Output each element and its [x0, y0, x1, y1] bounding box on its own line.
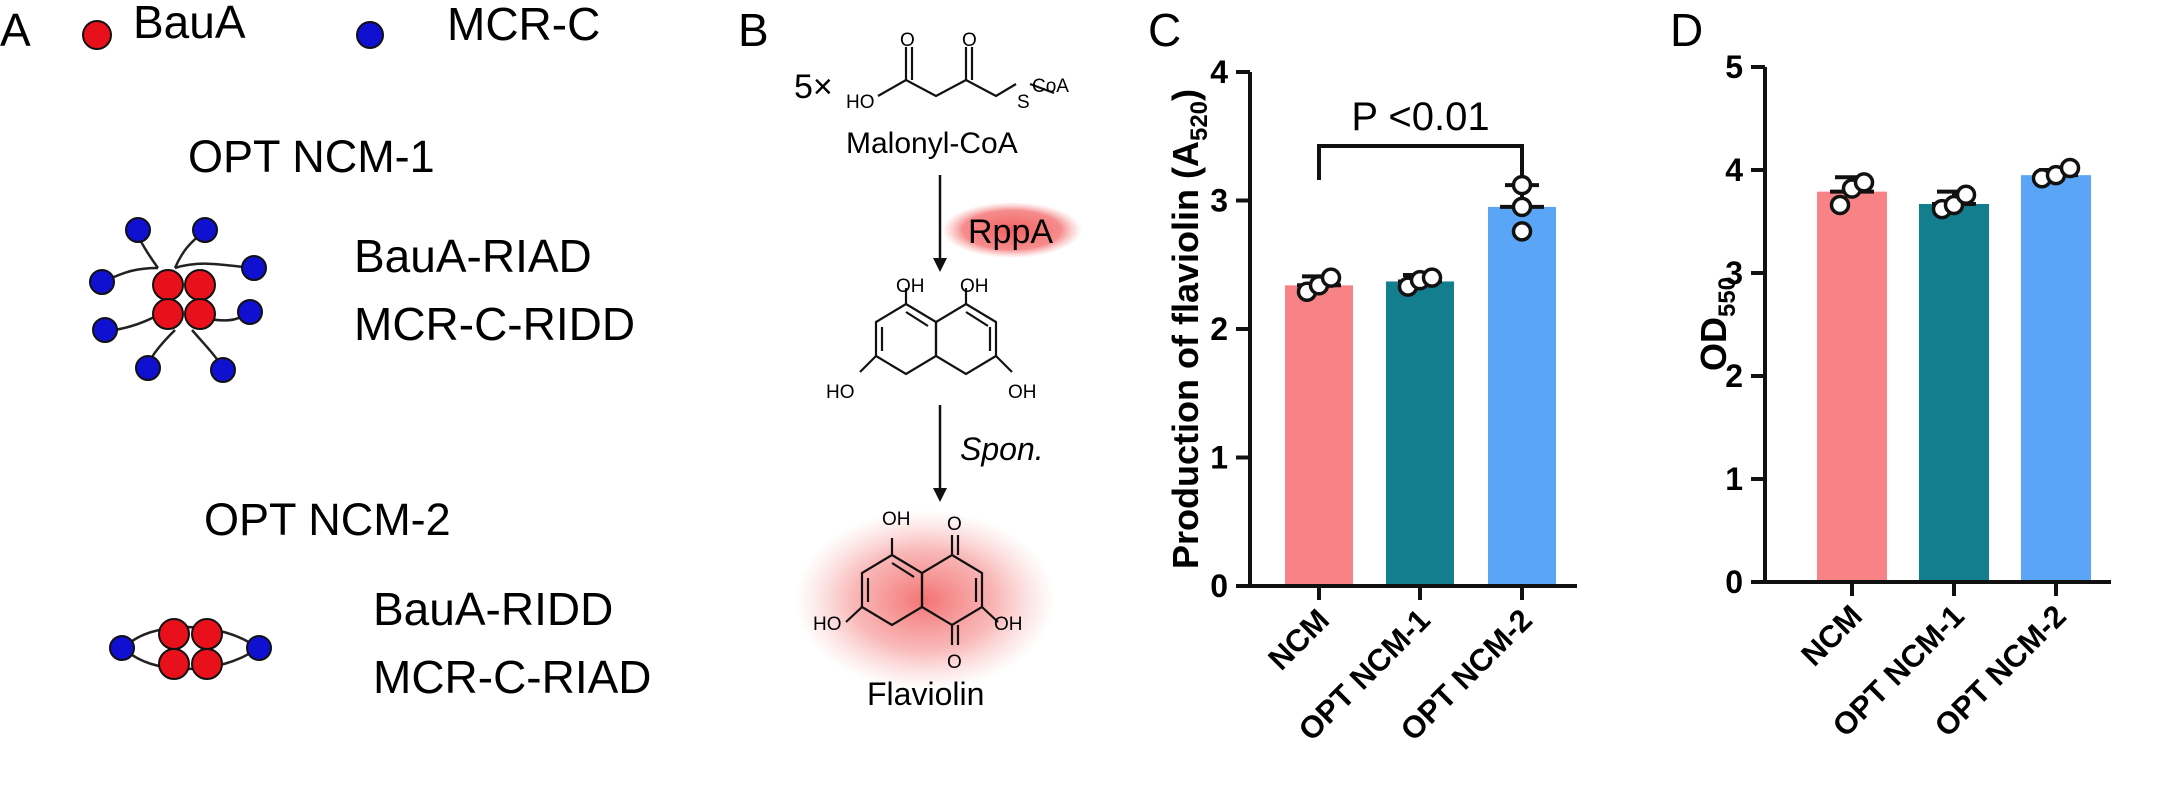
flaviolin-structure: [845, 535, 999, 645]
assembly-1-diagram: [103, 229, 252, 369]
atom-oh-4: OH: [882, 509, 911, 530]
spontaneous-label: Spon.: [960, 431, 1044, 467]
panel-a-letter: A: [0, 4, 31, 56]
legend-label-baua: BauA: [133, 0, 246, 48]
chart-c-ytick-label-2: 2: [1210, 311, 1228, 347]
panel-a: A BauA MCR-C OPT NCM-1 BauA-RIAD MCR-C-R…: [0, 0, 652, 703]
assembly-2-diagram: [109, 618, 272, 680]
chart-c-ytick-label-3: 3: [1210, 183, 1228, 219]
atom-ho-1: HO: [846, 92, 875, 113]
substrate-label: Malonyl-CoA: [846, 127, 1018, 160]
atom-ho-3: HO: [813, 614, 842, 635]
atom-o-1: O: [900, 30, 915, 51]
malonyl-coa-structure: [877, 47, 1055, 98]
panel-b: B 5× HO O O S CoA Malonyl-CoA RppA: [738, 4, 1082, 712]
chart-c-bar-2: [1488, 206, 1556, 587]
chart-d-ylabel: OD550: [1693, 277, 1741, 371]
chart-c-significance-label: P <0.01: [1351, 95, 1489, 139]
chart-c-point-1-2: [1421, 267, 1443, 288]
enzyme-label: RppA: [968, 213, 1053, 251]
panel-c-letter: C: [1148, 4, 1181, 56]
chart-d-point-1-2: [1955, 184, 1977, 205]
chart-c-ytick-label-4: 4: [1210, 54, 1228, 90]
atom-coa: CoA: [1032, 76, 1069, 97]
assembly-1-mcrc-nodes: [89, 217, 267, 383]
panel-d-letter: D: [1670, 4, 1703, 56]
atom-oh-5: OH: [994, 614, 1023, 635]
atom-o-2: O: [962, 30, 977, 51]
tetrahydroxynaphthalene-structure: [859, 288, 1013, 376]
chart-c-point-2-2: [1511, 174, 1533, 196]
substrate-multiplier: 5×: [794, 68, 833, 106]
chart-d-ytick-label-4: 4: [1725, 152, 1743, 188]
chart-c-point-2-0: [1511, 221, 1533, 242]
chart-d-ytick-label-3: 3: [1725, 255, 1743, 291]
reaction-arrow-2: [933, 405, 947, 502]
chart-d-ytick-label-2: 2: [1725, 358, 1743, 394]
assembly-2-line1: BauA-RIDD: [373, 583, 613, 635]
chart-d-point-2-2: [2059, 157, 2081, 179]
atom-ho-2: HO: [826, 382, 855, 403]
panel-b-letter: B: [738, 4, 769, 56]
chart-d-ytick-label-1: 1: [1725, 461, 1743, 497]
legend-marker-baua: [82, 20, 112, 50]
product-label: Flaviolin: [867, 676, 984, 712]
atom-o-3: O: [947, 514, 962, 535]
chart-d-point-0-2: [1853, 172, 1875, 193]
atom-o-4: O: [947, 652, 962, 673]
chart-d-xtick-label-0: NCM: [1794, 598, 1869, 673]
chart-d-bar-0: [1817, 191, 1887, 582]
atom-oh-3: OH: [1008, 382, 1037, 403]
chart-c-point-2-1: [1511, 196, 1533, 218]
assembly-1-baua-nodes: [152, 269, 216, 330]
assembly-2-line2: MCR-C-RIAD: [373, 651, 652, 703]
chart-c-xtick-label-0: NCM: [1261, 602, 1336, 677]
assembly-1-line2: MCR-C-RIDD: [354, 298, 635, 350]
chart-d-ytick-label-5: 5: [1725, 49, 1743, 85]
chart-d-bar-1: [1919, 203, 1989, 583]
product-highlight: [795, 510, 1055, 690]
chart-c-bar-0: [1285, 285, 1353, 586]
chart-c-ytick-label-0: 0: [1210, 568, 1228, 604]
chart-d-point-0-0: [1829, 194, 1851, 216]
legend-label-mcrc: MCR-C: [447, 0, 600, 50]
chart-c-ylabel: Production of flaviolin (A520): [1165, 89, 1213, 569]
chart-c-ytick-label-1: 1: [1210, 440, 1228, 476]
chart-d-ytick-label-0: 0: [1725, 564, 1743, 600]
chart-c-point-0-2: [1320, 267, 1342, 288]
chart-c-bar-1: [1386, 281, 1454, 586]
assembly-1-line1: BauA-RIAD: [354, 230, 592, 282]
chart-c-significance-bracket: [1317, 144, 1524, 180]
assembly-1-title: OPT NCM-1: [188, 131, 435, 182]
atom-s: S: [1017, 92, 1030, 113]
atom-oh-1: OH: [896, 276, 925, 297]
assembly-2-title: OPT NCM-2: [204, 494, 451, 545]
reaction-arrow-1: [933, 175, 947, 272]
chart-d-bar-2: [2021, 175, 2091, 582]
legend-marker-mcrc: [356, 21, 384, 49]
enzyme-highlight: [942, 202, 1082, 258]
atom-oh-2: OH: [960, 276, 989, 297]
